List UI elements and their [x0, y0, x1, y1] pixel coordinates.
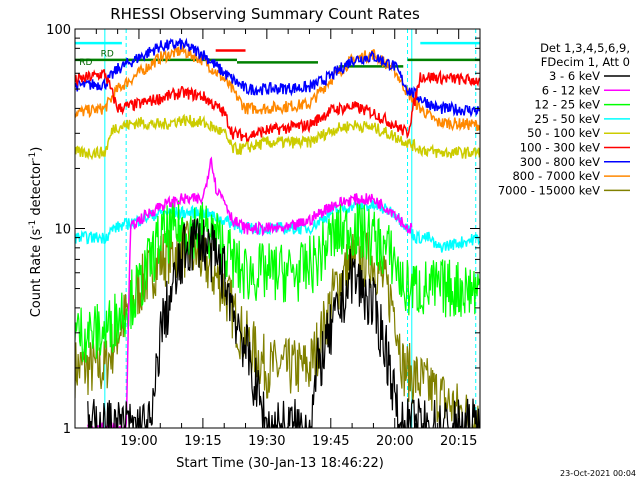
y-label-main: Count Rate (s	[29, 229, 44, 318]
legend-label: 100 - 300 keV	[520, 141, 600, 155]
series-800-7000-kev	[75, 44, 480, 132]
x-tick-label: 20:15	[440, 434, 477, 449]
legend-label: 25 - 50 keV	[534, 112, 600, 126]
legend-label: 12 - 25 keV	[534, 98, 600, 112]
x-tick-label: 19:45	[312, 434, 349, 449]
legend-label: 800 - 7000 keV	[512, 169, 600, 183]
x-tick-label: 19:00	[120, 434, 157, 449]
legend-label: 6 - 12 keV	[542, 83, 600, 97]
series-100-300-kev	[75, 68, 480, 143]
y-label-end: )	[29, 147, 44, 152]
legend-label: 7000 - 15000 keV	[498, 183, 600, 197]
series-300-800-kev	[75, 37, 480, 118]
y-label-sup1: -1	[28, 220, 38, 229]
legend-label: 3 - 6 keV	[549, 69, 600, 83]
x-tick-label: 19:30	[248, 434, 285, 449]
y-label-mid: detector	[29, 160, 44, 220]
series-7000-15000-kev	[75, 220, 480, 428]
legend-label: 50 - 100 keV	[527, 126, 600, 140]
y-tick-label: 10	[54, 223, 71, 238]
legend-header-0: Det 1,3,4,5,6,9,	[540, 41, 630, 55]
y-tick-label: 1	[63, 422, 71, 437]
series-3-6-kev	[87, 218, 480, 428]
annotation-1: RD	[101, 49, 114, 59]
annotation-0: RD	[79, 58, 92, 68]
legend-label: 300 - 800 keV	[520, 155, 600, 169]
y-label-sup2: -1	[28, 152, 38, 161]
x-axis-label: Start Time (30-Jan-13 18:46:22)	[176, 456, 384, 471]
series-6-12-kev	[87, 156, 413, 428]
x-tick-label: 20:00	[376, 434, 413, 449]
chart-title: RHESSI Observing Summary Count Rates	[110, 5, 420, 23]
y-axis-label: Count Rate (s-1 detector-1)	[28, 147, 44, 318]
y-tick-label: 100	[46, 23, 71, 38]
series-12-25-kev	[75, 200, 480, 363]
x-tick-label: 19:15	[184, 434, 221, 449]
timestamp: 23-Oct-2021 00:04	[560, 469, 636, 478]
legend-header-1: FDecim 1, Att 0	[541, 55, 630, 69]
series-50-100-kev	[75, 113, 480, 161]
